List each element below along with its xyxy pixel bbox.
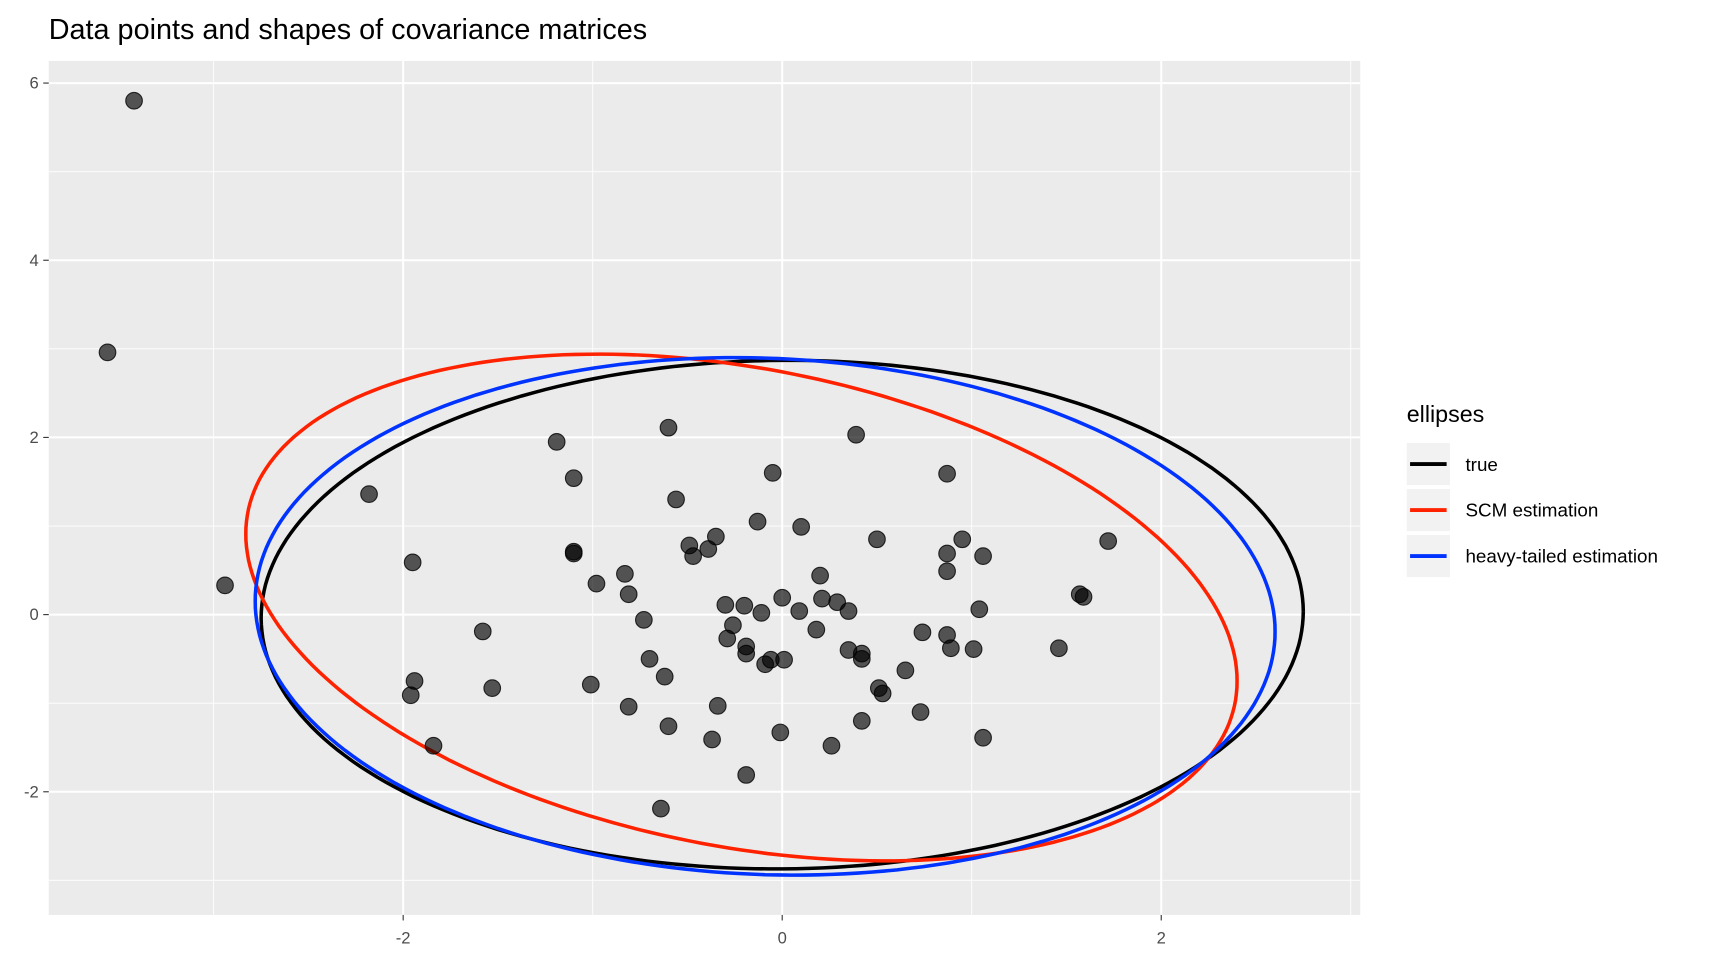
y-tick-label: 6	[30, 74, 39, 93]
data-point	[667, 490, 685, 509]
data-point	[938, 562, 956, 581]
data-point	[564, 469, 583, 488]
data-point	[813, 589, 831, 608]
x-tick-label: 2	[1157, 929, 1166, 948]
data-point	[707, 527, 725, 546]
data-point	[616, 564, 634, 583]
data-point	[752, 603, 771, 622]
data-point	[792, 518, 811, 536]
x-tick-label: 0	[778, 929, 787, 948]
data-point	[839, 602, 858, 620]
data-point	[938, 544, 956, 563]
data-point	[401, 686, 420, 705]
points-layer	[98, 91, 1118, 818]
data-point	[964, 640, 983, 659]
plot-panel	[48, 60, 1361, 915]
data-point	[684, 547, 702, 565]
data-point	[974, 547, 992, 565]
data-point	[974, 728, 992, 747]
data-point	[216, 576, 234, 595]
data-point	[807, 620, 826, 639]
data-point	[1050, 639, 1068, 658]
data-point	[852, 712, 871, 730]
legend-label: heavy-tailed estimation	[1465, 546, 1658, 567]
data-point	[938, 464, 956, 483]
data-point	[790, 602, 809, 620]
gridlines	[48, 60, 1361, 915]
data-point	[483, 679, 502, 697]
data-point	[773, 588, 792, 607]
axes: -2 0 2 -2 0 2 4 6	[24, 74, 1166, 948]
data-point	[771, 723, 790, 742]
data-point	[640, 650, 659, 668]
x-tick-label: -2	[396, 929, 411, 948]
data-point	[708, 696, 727, 715]
data-point	[652, 799, 670, 818]
data-point	[737, 766, 756, 784]
data-point	[724, 616, 742, 635]
data-point	[619, 697, 638, 716]
legend-label: true	[1465, 454, 1497, 475]
legend-title: ellipses	[1407, 401, 1485, 427]
y-tick-label: 0	[30, 605, 39, 624]
data-point	[659, 717, 678, 736]
ellipse-heavy-tailed-estimation	[253, 355, 1277, 877]
y-tick-label: 4	[30, 251, 39, 270]
data-point	[547, 432, 566, 451]
data-point	[775, 650, 793, 669]
legend: ellipses true SCM estimation heavy-tailed …	[1406, 401, 1658, 578]
data-point	[748, 512, 767, 531]
data-point	[942, 639, 960, 658]
data-point	[1099, 532, 1118, 550]
ellipses-layer	[244, 352, 1306, 877]
data-point	[852, 650, 871, 668]
y-tick-label: 2	[30, 428, 39, 447]
data-point	[911, 703, 930, 721]
chart-title: Data points and shapes of covariance mat…	[49, 14, 647, 46]
data-point	[953, 530, 972, 549]
data-point	[403, 553, 422, 572]
data-point	[847, 425, 865, 444]
legend-label: SCM estimation	[1465, 500, 1598, 521]
data-point	[703, 730, 721, 749]
data-point	[896, 661, 915, 680]
data-point	[98, 343, 117, 362]
data-point	[873, 684, 892, 703]
data-point	[659, 418, 678, 437]
data-point	[655, 667, 674, 686]
data-point	[634, 611, 653, 629]
data-point	[716, 595, 735, 614]
data-point	[763, 463, 782, 482]
data-point	[587, 574, 606, 593]
data-point	[473, 622, 492, 641]
data-point	[970, 600, 989, 619]
data-point	[564, 542, 583, 561]
data-point	[735, 596, 754, 615]
data-point	[581, 675, 600, 694]
ellipse-true	[259, 358, 1306, 871]
data-point	[822, 736, 841, 755]
data-point	[811, 566, 829, 585]
data-point	[424, 736, 443, 755]
data-point	[913, 623, 932, 642]
data-point	[125, 91, 143, 110]
data-point	[1074, 588, 1093, 606]
data-point	[360, 485, 378, 503]
data-point	[868, 530, 886, 549]
data-point	[737, 644, 756, 663]
data-point	[619, 585, 638, 604]
y-tick-label: -2	[24, 782, 39, 801]
